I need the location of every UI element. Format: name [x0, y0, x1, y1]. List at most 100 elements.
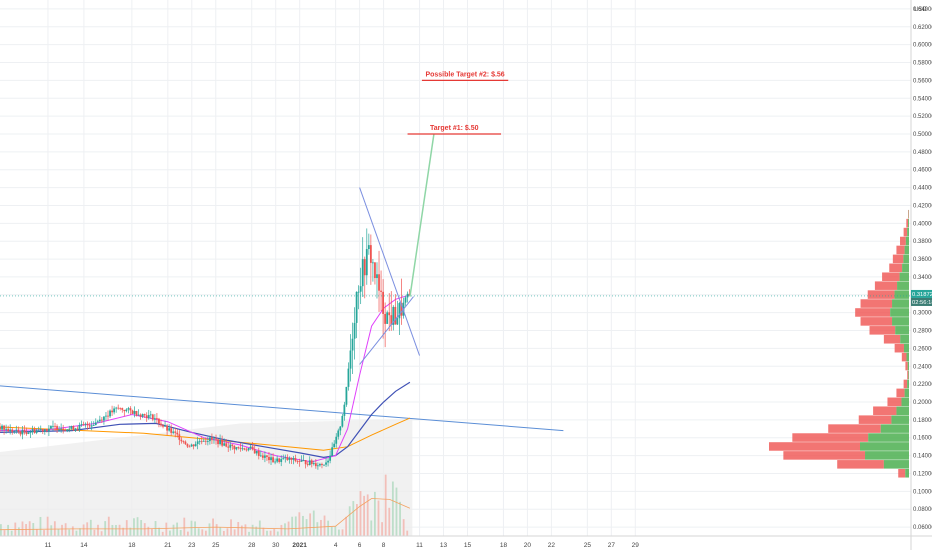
profile-bar [892, 299, 909, 308]
profile-bar [867, 290, 895, 299]
price-tick-label: 0.560000 [913, 78, 932, 84]
profile-bar [882, 272, 900, 281]
candle-body [235, 447, 238, 450]
profile-bar [874, 281, 898, 290]
volume-bar [64, 523, 67, 536]
time-axis[interactable]: 11 14 18 21 23 25 28 30 2021 4 6 8 11 13 15 18 20 22 25 27 2… [45, 542, 640, 549]
profile-bar [903, 227, 908, 237]
profile-bar [905, 236, 909, 246]
volume-bar [39, 516, 42, 536]
candle-body [312, 463, 315, 465]
profile-bar [908, 218, 909, 228]
volume-bar [3, 530, 6, 536]
volume-bar [111, 524, 114, 536]
volume-bar [255, 526, 258, 536]
profile-bar [783, 451, 866, 460]
candle-body [386, 312, 389, 324]
candle-body [107, 415, 109, 417]
price-tick-label: 0.440000 [913, 186, 932, 192]
price-tick-label: 0.080000 [913, 507, 932, 513]
price-tick-label: 0.540000 [913, 96, 932, 102]
profile-bar [873, 406, 897, 415]
profile-bar [905, 361, 908, 371]
candle-body [50, 426, 52, 429]
triangle-line [359, 296, 414, 365]
drawing-tools[interactable] [359, 133, 435, 365]
candle-body [300, 460, 303, 462]
time-tick-label: 18 [500, 542, 508, 549]
target-annotations[interactable]: Target #1: $.50 Possible Target #2: $.56 [407, 71, 509, 135]
time-tick-label: 25 [212, 542, 220, 549]
candle-body [337, 430, 340, 437]
candle-body [103, 416, 105, 421]
profile-bar [903, 379, 908, 389]
volume-bar [244, 524, 247, 536]
candle-body [292, 458, 295, 460]
candle-body [225, 443, 228, 447]
volume-bar [10, 530, 13, 536]
candle-body [376, 274, 378, 279]
profile-bar [906, 218, 909, 228]
candle-body [13, 430, 16, 432]
profile-bar [792, 433, 869, 442]
price-tick-label: 0.360000 [913, 257, 932, 263]
candle-body [347, 368, 350, 387]
candle-body [243, 448, 246, 450]
candle-body [170, 428, 173, 433]
volume-bar [75, 530, 78, 536]
candle-body [113, 408, 116, 413]
volume-bar [151, 528, 153, 536]
volume-bar [302, 515, 304, 536]
profile-bar [904, 245, 909, 255]
volume-bar [345, 516, 348, 536]
candle-body [404, 297, 407, 303]
volume-profile [769, 209, 909, 478]
target-label: Possible Target #2: $.56 [425, 71, 504, 78]
price-tick-label: 0.480000 [913, 150, 932, 156]
profile-bar [901, 352, 907, 362]
ma-slow-line [0, 417, 411, 451]
candle-body [204, 440, 207, 442]
profile-bar [902, 263, 909, 273]
volume-bar [248, 531, 250, 536]
candle-body [219, 439, 221, 445]
profile-bar [891, 415, 909, 424]
volume-bar [348, 506, 351, 536]
candle-body [361, 259, 364, 287]
current-price-tag: 0.318721 02:56:18 [0, 289, 932, 306]
candle-body [194, 444, 197, 447]
price-tick-label: 0.100000 [913, 489, 932, 495]
candle-body [186, 444, 189, 447]
time-tick-label: 14 [80, 542, 88, 549]
candle-body [62, 428, 65, 430]
candle-body [166, 425, 168, 431]
candle-body [202, 440, 205, 442]
candle-body [64, 429, 67, 431]
profile-bar [880, 424, 909, 433]
candle-body [131, 410, 134, 414]
time-tick-label: 15 [464, 542, 472, 549]
candle-body [48, 428, 50, 431]
price-tick-label: 0.260000 [913, 346, 932, 352]
candle-body [239, 447, 242, 449]
candle-body [396, 318, 399, 325]
volume-bar [341, 529, 344, 536]
time-tick-label: 23 [188, 542, 196, 549]
volume-bar [21, 521, 24, 536]
volume-bar [251, 524, 254, 536]
volume-bar [93, 529, 96, 536]
candle-body [127, 408, 130, 410]
candle-body [374, 262, 376, 279]
profile-bar [898, 469, 906, 478]
candle-body [316, 465, 319, 467]
candle-body [284, 457, 287, 459]
candle-body [257, 450, 260, 456]
candle-body [217, 439, 219, 445]
candle-body [172, 431, 175, 433]
price-axis[interactable]: 0.060000 0.080000 0.100000 0.120000 0.140000… [913, 7, 932, 531]
candle-body [133, 411, 136, 414]
volume-bar [381, 522, 383, 536]
volume-bar [280, 524, 283, 536]
shaded-range [0, 418, 413, 536]
